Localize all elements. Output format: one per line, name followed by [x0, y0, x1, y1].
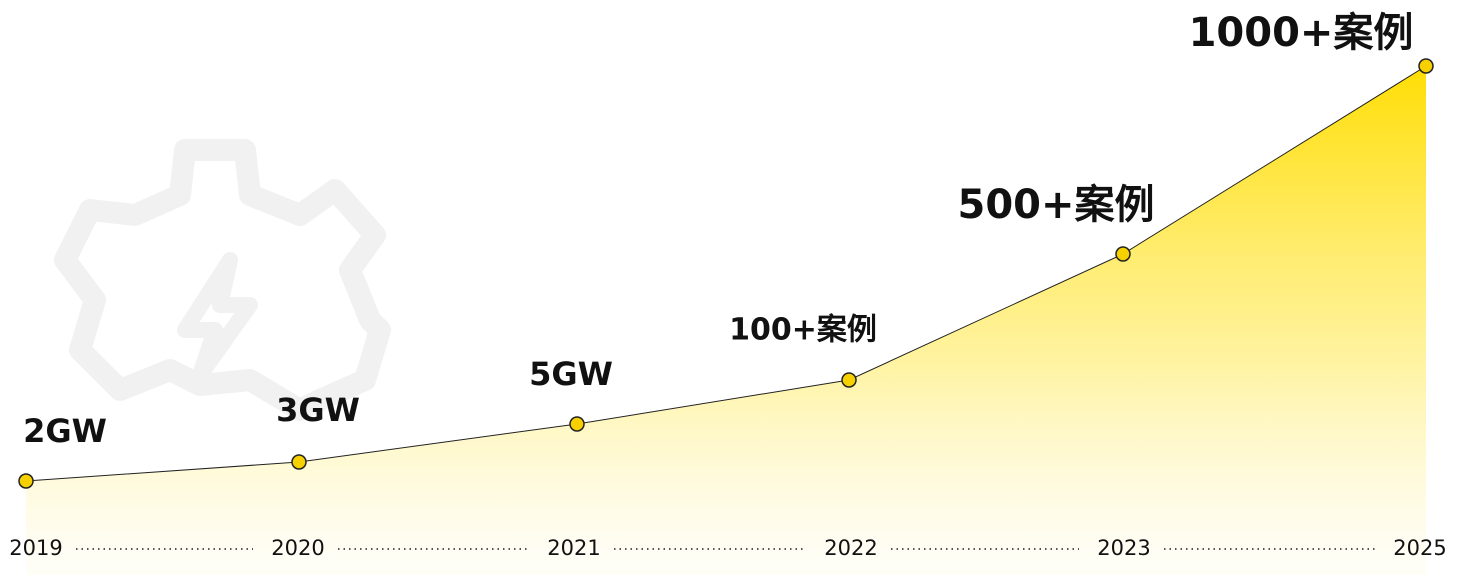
gear-icon — [54, 139, 391, 421]
point — [569, 416, 585, 432]
milestone-label: 5GW — [529, 355, 613, 393]
year-label: 2022 — [824, 536, 877, 560]
point — [18, 473, 34, 489]
area — [26, 66, 1426, 575]
milestone-label: 2GW — [23, 412, 107, 450]
year-label: 2019 — [9, 536, 62, 560]
point — [1115, 246, 1131, 262]
point — [1418, 58, 1434, 74]
milestone-label: 100+案例 — [729, 313, 877, 348]
year-label: 2021 — [547, 536, 600, 560]
milestone-label: 3GW — [276, 391, 360, 429]
line — [25, 65, 1427, 482]
year-label: 2020 — [271, 536, 324, 560]
year-label: 2023 — [1097, 536, 1150, 560]
milestone-label: 500+案例 — [957, 182, 1154, 228]
milestone-label: 1000+案例 — [1189, 10, 1414, 56]
year-label: 2025 — [1393, 536, 1446, 560]
point — [841, 372, 857, 388]
point — [291, 454, 307, 470]
